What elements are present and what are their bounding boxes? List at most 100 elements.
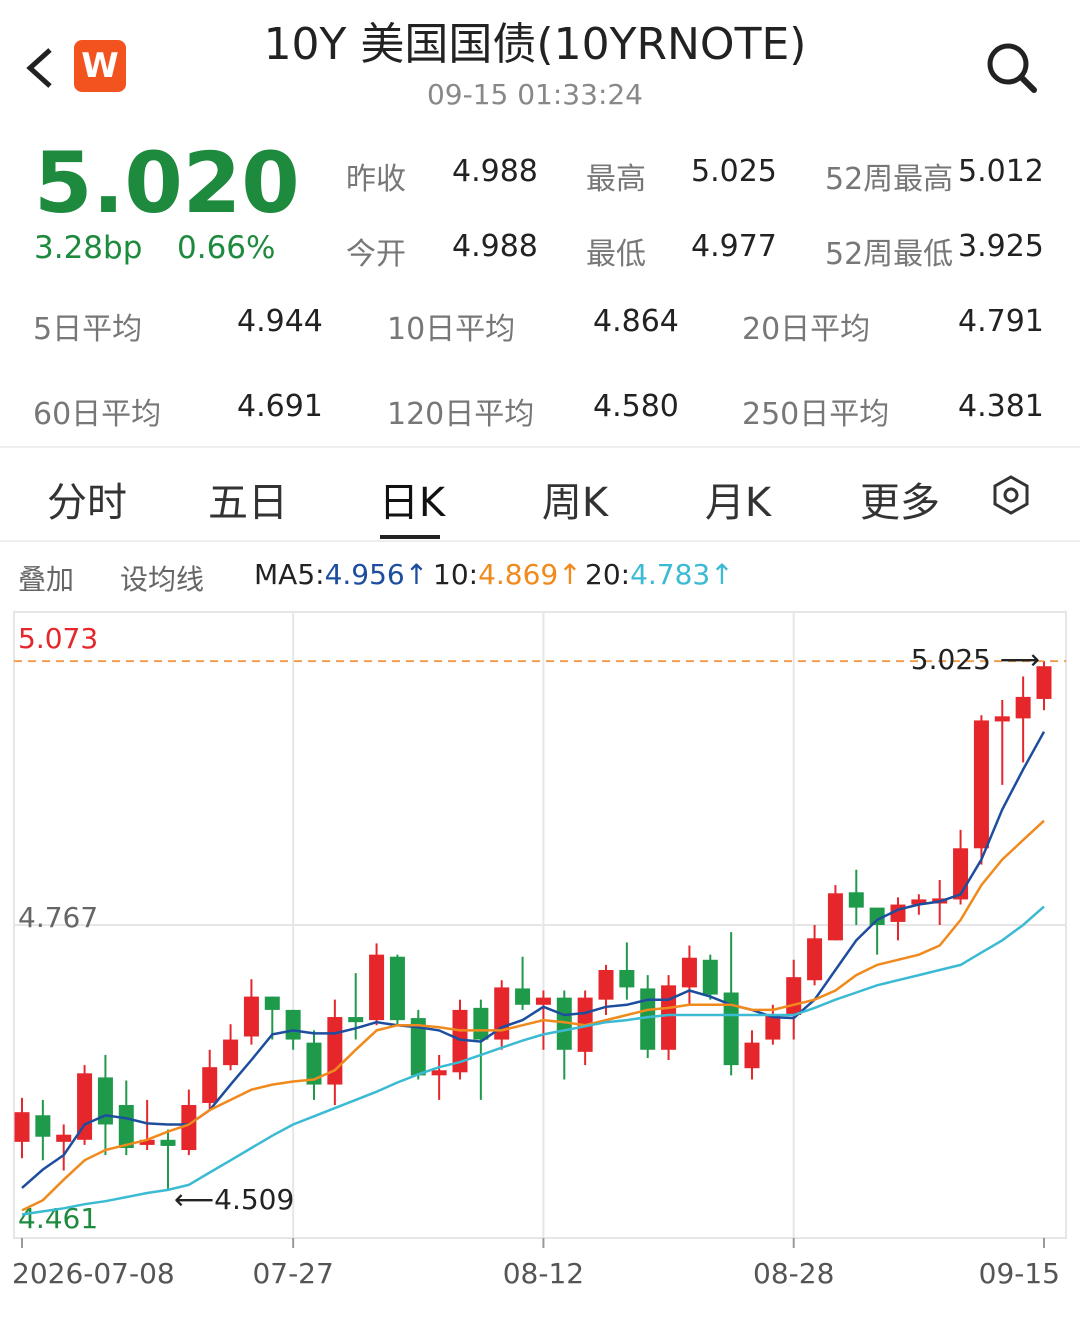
candle-body	[14, 1112, 30, 1142]
x-tick-label: 09-15	[979, 1257, 1060, 1290]
candle-body	[202, 1067, 218, 1103]
candle-body	[160, 1139, 176, 1146]
last-price: 5.020	[34, 134, 300, 232]
stat-label: 最高	[586, 162, 646, 197]
tab[interactable]: 日K	[378, 480, 446, 526]
candle-body	[911, 899, 927, 905]
x-tick-label: 08-28	[753, 1257, 834, 1290]
quote-time: 09-15 01:33:24	[426, 78, 643, 111]
divider	[0, 446, 1080, 448]
candle-body	[306, 1042, 322, 1085]
candle-body	[661, 985, 677, 1050]
candle-body	[494, 987, 510, 1040]
candle-body	[77, 1073, 93, 1140]
legend-item: 20:4.783↑	[585, 558, 734, 591]
x-tick-label: 2026-07-08	[12, 1257, 175, 1290]
candle-body	[723, 992, 739, 1066]
candle-body	[515, 988, 531, 1005]
candle-body	[452, 1009, 468, 1073]
settings-button[interactable]	[990, 474, 1032, 516]
average-label: 250日平均	[742, 397, 890, 432]
candle-body	[953, 848, 969, 900]
plot-frame	[13, 611, 1067, 1239]
legend-last: 4.783	[630, 558, 711, 591]
candle-body	[181, 1105, 197, 1151]
candle-body	[807, 938, 823, 981]
x-tick-label: 07-27	[252, 1257, 333, 1290]
page-title: 10Y 美国国债(10YRNOTE)	[263, 19, 807, 70]
candle-body	[264, 996, 280, 1010]
candle-body	[1036, 666, 1052, 699]
tab[interactable]: 分时	[47, 480, 127, 526]
back-button[interactable]	[22, 46, 56, 90]
candle-body	[619, 970, 635, 988]
candle-body	[118, 1105, 134, 1148]
stat-value: 4.977	[691, 229, 777, 264]
legend-name: 20:	[585, 558, 631, 591]
average-value: 4.944	[237, 304, 323, 339]
x-tick-label: 08-12	[503, 1257, 584, 1290]
candle-body	[56, 1134, 72, 1142]
candle-body	[410, 1018, 426, 1076]
candle-body	[765, 1015, 781, 1040]
candle-body	[994, 716, 1010, 722]
average-value: 4.691	[237, 389, 323, 424]
legend-arrow: ↑	[558, 558, 582, 591]
candle-body	[890, 904, 906, 922]
candle-body	[786, 977, 802, 1016]
tab[interactable]: 月K	[704, 480, 772, 526]
candle-body	[640, 988, 656, 1050]
candle-body	[869, 907, 885, 925]
candle-body	[535, 997, 551, 1005]
average-label: 10日平均	[387, 312, 516, 347]
candle-body	[97, 1077, 113, 1125]
tab[interactable]: 五日	[208, 480, 288, 526]
ma-line	[21, 819, 1045, 1212]
average-label: 20日平均	[742, 312, 871, 347]
legend-item: MA5:4.956↑	[254, 558, 428, 591]
candle-body	[827, 893, 843, 941]
annotation-label: ⟵4.509	[174, 1183, 294, 1216]
legend-item: 10:4.869↑	[433, 558, 582, 591]
legend-arrow: ↑	[404, 558, 429, 591]
candle-body	[327, 1017, 343, 1085]
candle-body	[473, 1007, 489, 1040]
stat-label: 今开	[346, 237, 406, 272]
toolbar-button[interactable]: 叠加	[18, 563, 75, 596]
tab[interactable]: 更多	[860, 480, 940, 526]
candle-body	[702, 959, 718, 995]
search-button[interactable]	[984, 40, 1040, 96]
change: 3.28bp	[34, 230, 143, 266]
candle-body	[35, 1115, 51, 1137]
y-tick-label: 4.767	[18, 901, 98, 934]
legend-last: 4.956	[324, 558, 405, 591]
legend-name: MA5:	[254, 558, 325, 591]
candle-body	[744, 1042, 760, 1069]
average-value: 4.864	[593, 304, 679, 339]
ma-line	[21, 731, 1046, 1189]
candle-body	[139, 1139, 155, 1145]
candle-body	[348, 1017, 364, 1023]
average-value: 4.580	[593, 389, 679, 424]
tab[interactable]: 周K	[541, 480, 609, 526]
app-logo: W	[74, 40, 126, 92]
candle-body	[285, 1009, 301, 1040]
average-label: 60日平均	[33, 397, 162, 432]
stat-label: 52周最低	[825, 237, 954, 272]
toolbar-button[interactable]: 设均线	[120, 563, 205, 596]
average-label: 120日平均	[387, 397, 535, 432]
candle-body	[243, 996, 259, 1037]
stat-value: 5.012	[958, 154, 1044, 189]
divider	[0, 540, 1080, 542]
candle-body	[598, 970, 614, 1000]
stat-value: 4.988	[452, 154, 538, 189]
candle-body	[556, 997, 572, 1050]
candle-body	[1015, 696, 1031, 719]
tab-indicator	[380, 535, 440, 539]
annotation-label: 5.025 ⟶	[911, 643, 1040, 676]
ma-line	[21, 905, 1045, 1216]
average-label: 5日平均	[33, 312, 143, 347]
candle-body	[431, 1070, 447, 1076]
stat-label: 昨收	[346, 162, 406, 197]
